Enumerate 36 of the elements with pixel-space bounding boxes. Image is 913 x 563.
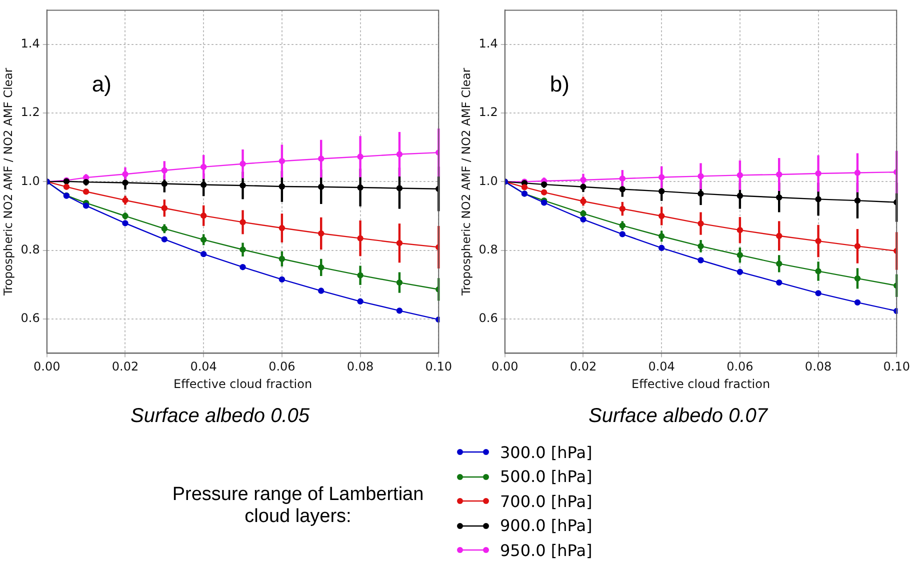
x-tick-label: 0.04 [648,360,675,374]
x-tick-label: 0.02 [570,360,597,374]
legend-label: 300.0 [hPa] [500,442,592,462]
legend-label: 900.0 [hPa] [500,516,592,536]
x-tick-label: 0.06 [268,360,296,374]
y-tick-label: 0.8 [478,242,498,256]
y-tick-label: 1.2 [20,105,40,120]
x-tick-label: 0.02 [112,360,139,374]
y-tick-label: 1.0 [478,174,498,188]
x-tick-label: 0.00 [34,360,60,374]
x-tick-label: 0.10 [883,360,910,374]
x-tick-label: 0.00 [492,360,518,374]
y-tick-label: 0.6 [478,311,498,326]
y-tick-label: 1.0 [20,174,40,188]
text: Surface albedo 0.07 [587,405,769,428]
x-tick-label: 0.08 [346,360,374,374]
x-axis-title: Effective cloud fraction [631,376,770,391]
y-axis-title: Tropospheric NO2 AMF / NO2 AMF Clear [458,68,473,297]
y-tick-label: 1.4 [478,36,498,51]
annotation: a) [92,71,112,96]
y-tick-label: 1.4 [20,36,40,51]
x-tick-label: 0.04 [190,360,217,374]
y-tick-label: 0.8 [20,242,40,256]
y-tick-label: 1.2 [478,105,498,120]
x-axis-title: Effective cloud fraction [173,376,312,391]
y-tick-label: 0.6 [20,311,40,326]
legend-label: 500.0 [hPa] [500,467,592,486]
x-tick-label: 0.10 [425,360,452,374]
legend-title: Pressure range of Lambertian cloud layers: [171,483,425,528]
text: Surface albedo 0.05 [129,405,311,428]
annotation: b) [550,71,570,96]
y-axis-title: Tropospheric NO2 AMF / NO2 AMF Clear [0,68,15,297]
legend-label: 950.0 [hPa] [500,540,592,560]
x-tick-label: 0.08 [804,360,832,374]
x-tick-label: 0.06 [726,360,754,374]
legend-label: 700.0 [hPa] [500,492,592,511]
